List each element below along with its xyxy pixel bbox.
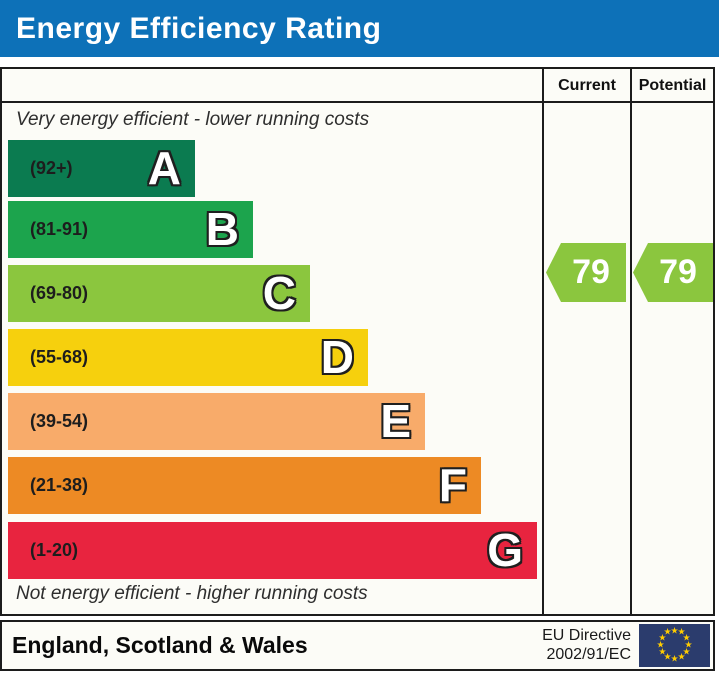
potential-rating-arrow: 79: [633, 243, 713, 302]
eu-directive-label: EU Directive 2002/91/EC: [542, 626, 631, 664]
eu-flag-icon: [639, 624, 710, 667]
header-row: [2, 69, 713, 103]
band-letter: G: [487, 524, 523, 576]
band-letter: B: [205, 203, 239, 255]
band-letter: F: [438, 459, 467, 511]
band-range-label: (55-68): [30, 347, 89, 367]
band-range-label: (1-20): [30, 540, 79, 560]
band-row-e: (39-54) E: [8, 393, 425, 450]
band-row-a: (92+) A: [8, 140, 195, 197]
band-range-label: (39-54): [30, 411, 89, 431]
band-row-d: (55-68) D: [8, 329, 368, 386]
rating-panel: Current Potential Very energy efficient …: [0, 67, 715, 616]
current-rating-arrow: 79: [546, 243, 626, 302]
eu-directive-line1: EU Directive: [542, 627, 631, 644]
band-range-label: (21-38): [30, 475, 89, 495]
band-range-label: (92+): [30, 158, 73, 178]
band-range-label: (81-91): [30, 219, 89, 239]
page-title: Energy Efficiency Rating: [16, 12, 382, 45]
top-note: Very energy efficient - lower running co…: [16, 109, 370, 130]
band-letter: A: [147, 142, 181, 194]
region-label: England, Scotland & Wales: [12, 632, 308, 658]
band-row-g: (1-20) G: [8, 522, 537, 579]
band-range-label: (69-80): [30, 283, 89, 303]
current-rating-value: 79: [572, 253, 610, 291]
band-row-c: (69-80) C: [8, 265, 310, 322]
footer-bar: England, Scotland & Wales EU Directive 2…: [0, 620, 715, 671]
column-header-current: Current: [558, 77, 616, 94]
band-row-f: (21-38) F: [8, 457, 481, 514]
band-row-b: (81-91) B: [8, 201, 253, 258]
column-divider-potential: [630, 69, 632, 614]
eu-directive-line2: 2002/91/EC: [546, 646, 631, 663]
band-letter: E: [380, 395, 411, 447]
column-header-potential: Potential: [638, 77, 707, 94]
bottom-note: Not energy efficient - higher running co…: [16, 583, 368, 604]
column-divider-current: [542, 69, 544, 614]
title-banner: Energy Efficiency Rating: [0, 0, 719, 57]
band-letter: D: [320, 331, 354, 383]
potential-rating-value: 79: [659, 253, 697, 291]
band-letter: C: [262, 267, 296, 319]
